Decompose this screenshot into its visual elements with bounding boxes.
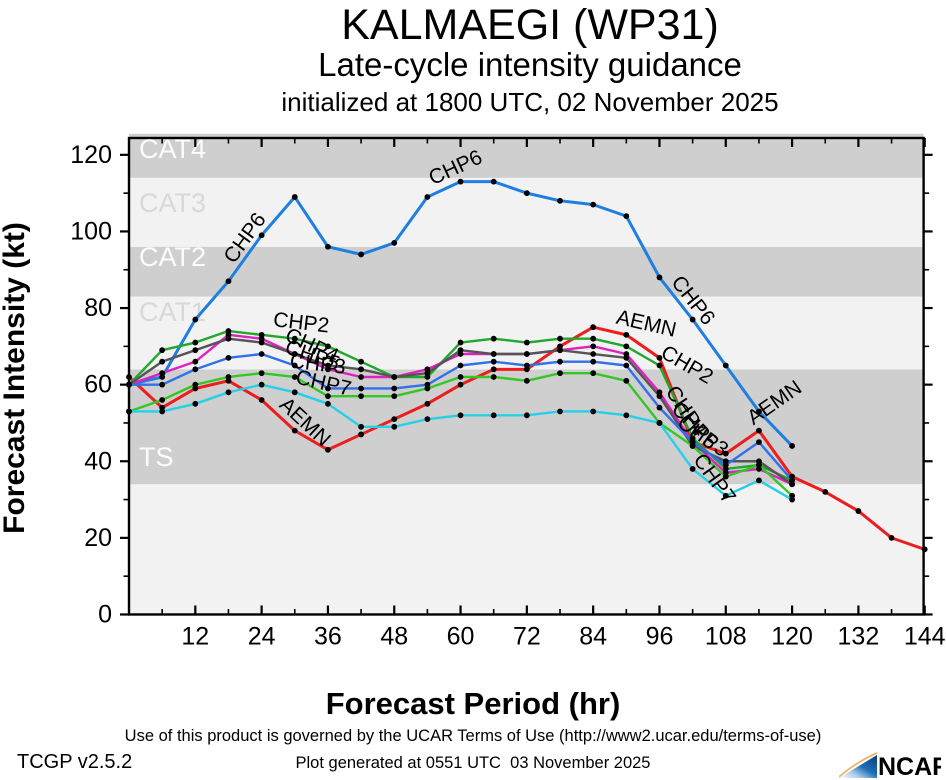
svg-text:96: 96 [646,622,674,650]
svg-text:NCAR: NCAR [878,753,941,779]
svg-text:CAT3: CAT3 [139,188,206,218]
svg-text:20: 20 [84,524,112,552]
svg-text:120: 120 [70,141,112,169]
svg-text:84: 84 [579,622,607,650]
svg-text:40: 40 [84,447,112,475]
svg-text:CAT2: CAT2 [139,242,206,272]
svg-text:24: 24 [248,622,276,650]
svg-text:60: 60 [447,622,475,650]
svg-text:72: 72 [513,622,541,650]
svg-text:0: 0 [98,600,112,628]
svg-text:80: 80 [84,294,112,322]
svg-text:108: 108 [705,622,747,650]
svg-text:TS: TS [139,442,174,472]
svg-text:144: 144 [904,622,946,650]
svg-text:100: 100 [70,217,112,245]
svg-text:CAT1: CAT1 [139,297,206,327]
svg-text:12: 12 [181,622,209,650]
svg-text:60: 60 [84,371,112,399]
svg-text:48: 48 [380,622,408,650]
svg-text:120: 120 [771,622,813,650]
svg-text:36: 36 [314,622,342,650]
svg-text:132: 132 [838,622,880,650]
